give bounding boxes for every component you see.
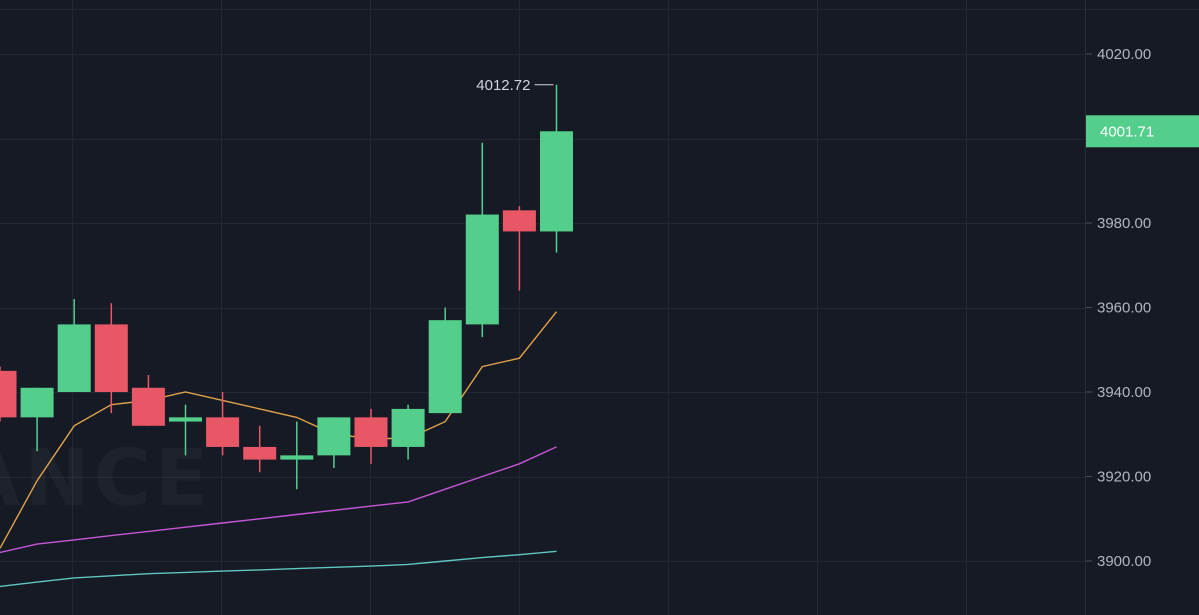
moving-average-line bbox=[0, 311, 558, 549]
y-tick-label: 4020.00 bbox=[1097, 46, 1151, 63]
candle-body bbox=[0, 370, 17, 418]
y-tick-label: 3920.00 bbox=[1097, 469, 1151, 486]
annotations: 4012.72 bbox=[476, 77, 554, 94]
candles bbox=[0, 84, 573, 490]
candle-body bbox=[502, 210, 536, 232]
watermark: ANCE bbox=[0, 434, 212, 524]
candle-body bbox=[280, 455, 314, 460]
candle-body bbox=[428, 320, 462, 414]
y-tick-label: 3980.00 bbox=[1097, 215, 1151, 232]
moving-average-line bbox=[0, 446, 557, 554]
y-tick-label: 3900.00 bbox=[1097, 553, 1151, 570]
candle-body bbox=[206, 417, 240, 447]
candle-body bbox=[94, 324, 128, 392]
candle-body bbox=[317, 417, 351, 456]
candle bbox=[131, 375, 165, 426]
candle bbox=[540, 84, 573, 253]
candle-body bbox=[169, 417, 202, 422]
candle-body bbox=[354, 417, 388, 447]
candle bbox=[57, 299, 91, 392]
candle bbox=[206, 392, 240, 456]
candle bbox=[94, 303, 128, 414]
candle bbox=[20, 387, 54, 452]
last-price-badge: 4001.71 bbox=[1086, 115, 1199, 148]
candle bbox=[465, 142, 499, 338]
candle bbox=[280, 421, 314, 490]
y-tick-label: 3940.00 bbox=[1097, 384, 1151, 401]
candle-body bbox=[131, 387, 165, 426]
candle-body bbox=[540, 131, 573, 232]
candle-body bbox=[57, 324, 91, 392]
last-price-background bbox=[1086, 115, 1199, 148]
candle bbox=[502, 206, 536, 291]
candle bbox=[317, 417, 351, 469]
moving-averages bbox=[0, 311, 558, 588]
candle bbox=[354, 408, 388, 464]
candle bbox=[428, 307, 462, 414]
candle-body bbox=[465, 214, 499, 325]
high-price-label: 4012.72 bbox=[476, 77, 530, 94]
candle-body bbox=[391, 408, 425, 447]
last-price-value: 4001.71 bbox=[1100, 123, 1154, 140]
candle-body bbox=[20, 387, 54, 418]
candle-body bbox=[243, 446, 277, 460]
moving-average-line bbox=[0, 550, 557, 588]
candle bbox=[243, 425, 277, 473]
y-tick-label: 3960.00 bbox=[1097, 300, 1151, 317]
candle bbox=[0, 366, 17, 422]
candle bbox=[391, 404, 425, 460]
price-axis[interactable]: 3900.003920.003940.003960.003980.004000.… bbox=[1085, 0, 1152, 615]
candle bbox=[169, 404, 202, 456]
